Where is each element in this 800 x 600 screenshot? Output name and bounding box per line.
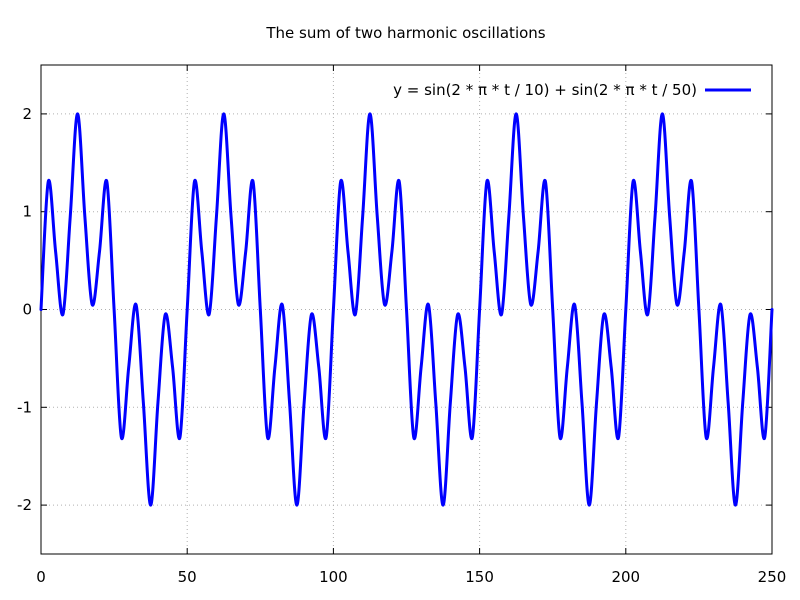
x-tick-label: 200	[611, 568, 640, 586]
y-tick-label: -1	[17, 398, 32, 416]
x-tick-label: 0	[36, 568, 46, 586]
y-tick-label: 2	[22, 105, 32, 123]
series-line	[39, 112, 774, 507]
x-tick-label: 150	[465, 568, 494, 586]
x-tick-label: 50	[178, 568, 197, 586]
y-tick-label: -2	[17, 496, 32, 514]
x-tick-label: 250	[758, 568, 787, 586]
legend: y = sin(2 * π * t / 10) + sin(2 * π * t …	[393, 81, 751, 99]
tick-labels: 0 50 100 150 200 250 -2 -1 0 1 2	[17, 105, 786, 586]
y-tick-label: 1	[22, 203, 32, 221]
tick-marks	[40, 65, 773, 554]
x-tick-label: 100	[319, 568, 348, 586]
y-tick-label: 0	[22, 301, 32, 319]
chart-title: The sum of two harmonic oscillations	[265, 24, 545, 42]
legend-label: y = sin(2 * π * t / 10) + sin(2 * π * t …	[393, 81, 697, 99]
series-lines	[39, 112, 774, 507]
